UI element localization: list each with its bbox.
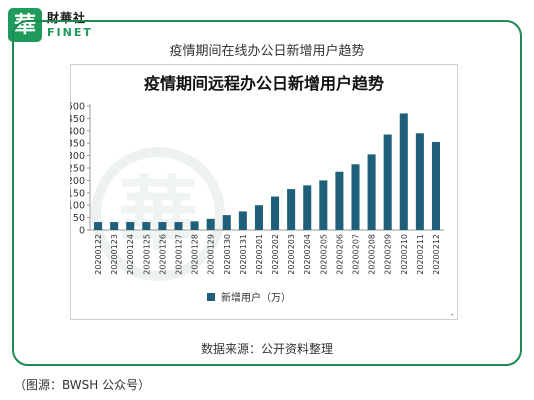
- y-tick-label: 500: [70, 102, 85, 113]
- bar: [431, 141, 440, 230]
- y-tick-label: 150: [70, 188, 85, 199]
- bar-chart: 華 0 50100 150200250 300350 400450500 2020012…: [70, 102, 454, 320]
- bar: [158, 222, 167, 230]
- chart-title: 疫情期间远程办公日新增用户趋势: [143, 74, 384, 93]
- logo-name-en: FINET: [47, 26, 93, 39]
- figure-title: 疫情期间在线办公日新增用户趋势: [169, 44, 365, 59]
- x-tick-label: 20200209: [384, 234, 393, 275]
- bar: [319, 180, 328, 230]
- bar: [254, 205, 263, 230]
- bar: [415, 133, 424, 230]
- bar: [110, 222, 119, 230]
- x-tick-label: 20200122: [94, 234, 103, 275]
- data-source: 数据来源：公开资料整理: [200, 342, 333, 356]
- x-tick-label: 20200202: [271, 234, 280, 275]
- bar: [126, 222, 135, 230]
- x-tick-label: 20200203: [287, 234, 296, 275]
- legend-label: 新增用户（万）: [221, 291, 291, 304]
- x-tick-label: 20200130: [223, 234, 232, 275]
- bar: [174, 222, 183, 230]
- x-tick-label: 20200124: [126, 234, 135, 275]
- x-tick-label: 20200201: [255, 234, 264, 275]
- x-tick-label: 20200206: [335, 234, 344, 275]
- y-tick-label: 450: [70, 114, 85, 125]
- watermark: 華: [91, 147, 225, 281]
- bar: [399, 113, 408, 230]
- chart-legend: 新增用户（万）: [207, 291, 291, 304]
- y-tick-label: 400: [70, 126, 85, 137]
- x-tick-label: 20200204: [303, 234, 312, 275]
- y-tick-label: 200: [70, 176, 85, 187]
- x-tick-label: 20200212: [432, 234, 441, 275]
- x-tick-label: 20200126: [158, 234, 167, 275]
- x-tick-label: 20200205: [319, 234, 328, 275]
- x-tick-label: 20200125: [142, 234, 151, 275]
- bar: [271, 196, 280, 230]
- x-tick-label: 20200127: [175, 234, 184, 275]
- x-axis-ticks: 20200122 20200123 20200124 20200125 20200126…: [94, 234, 441, 275]
- figure-frame: [12, 20, 522, 366]
- x-tick-label: 20200210: [400, 234, 409, 275]
- x-tick-label: 20200129: [207, 234, 216, 275]
- y-tick-label: 300: [70, 151, 85, 162]
- bar: [367, 154, 376, 230]
- y-axis-ticks: 0 50100 150200250 300350 400450500: [70, 102, 90, 237]
- chart-corner-mark: •: [450, 312, 454, 319]
- y-tick-label: 0: [79, 226, 85, 237]
- y-tick-label: 100: [70, 201, 85, 212]
- x-tick-label: 20200131: [239, 234, 248, 275]
- image-caption: （图源：BWSH 公众号）: [14, 378, 151, 392]
- x-tick-label: 20200207: [352, 234, 361, 275]
- y-tick-label: 250: [70, 164, 85, 175]
- watermark-glyph: 華: [118, 168, 198, 261]
- bar: [303, 185, 312, 230]
- x-tick-label: 20200128: [191, 234, 200, 275]
- bar: [94, 222, 103, 230]
- bar: [335, 171, 344, 230]
- y-tick-label: 350: [70, 139, 85, 150]
- x-tick-label: 20200123: [110, 234, 119, 275]
- bar: [222, 215, 231, 230]
- x-tick-label: 20200208: [368, 234, 377, 275]
- chart-bars: [94, 113, 440, 230]
- bar: [142, 222, 151, 230]
- x-tick-label: 20200211: [416, 234, 425, 275]
- chart-panel: [70, 64, 458, 320]
- bar: [383, 134, 392, 230]
- bar: [190, 221, 199, 230]
- y-tick-label: 50: [73, 213, 85, 224]
- bar: [287, 189, 296, 230]
- watermark-ring: [91, 147, 225, 281]
- bar: [351, 164, 360, 230]
- bar: [238, 211, 247, 230]
- bar: [206, 218, 215, 230]
- legend-swatch: [207, 293, 215, 301]
